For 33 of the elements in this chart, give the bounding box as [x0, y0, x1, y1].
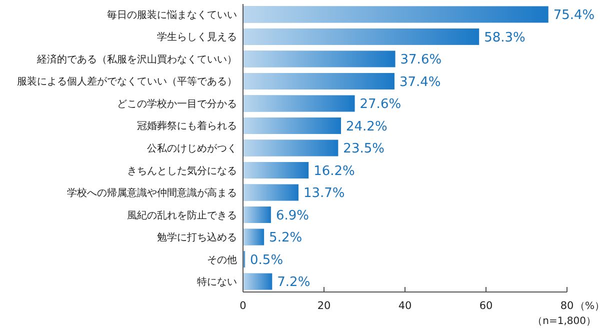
x-tick-label: 80 [560, 300, 574, 312]
data-label: 23.5% [343, 142, 384, 157]
y-tick-label: 勉学に打ち込める [157, 232, 237, 244]
data-label: 27.6% [360, 97, 402, 112]
data-label: 6.9% [276, 208, 309, 224]
x-axis-title: （%） [575, 301, 600, 312]
y-tick-label: 風紀の乱れを防止できる [127, 209, 237, 222]
data-label: 37.6% [400, 52, 442, 68]
x-tick-label: 20 [317, 300, 331, 312]
y-tick-label: 学生らしく見える [157, 31, 237, 44]
data-label: 0.5% [250, 252, 284, 268]
x-tick-label: 60 [479, 300, 493, 312]
data-label: 24.2% [346, 119, 388, 134]
y-tick-label: 毎日の服装に悩まなくていい [107, 8, 237, 21]
y-tick-label: その他 [207, 254, 237, 266]
y-tick-label: 公私のけじめがつく [147, 142, 237, 154]
data-label: 7.2% [277, 275, 310, 290]
y-tick-label: 経済的である（私服を沢山買わなくていい） [36, 53, 237, 66]
y-tick-label: 冠婚葬祭にも着られる [137, 120, 237, 132]
x-tick-label: 0 [240, 300, 246, 312]
y-tick-label: 学校への帰属意識や仲間意識が高まる [67, 187, 237, 200]
data-label: 13.7% [303, 186, 345, 202]
x-tick-label: 40 [398, 300, 412, 312]
text: （n=1,800） [532, 316, 596, 327]
y-tick-label: 服装による個人差がでなくていい（平等である） [17, 76, 237, 88]
data-label: 58.3% [484, 30, 526, 46]
data-label: 75.4% [553, 8, 595, 24]
data-label: 5.2% [269, 230, 302, 246]
y-tick-label: どこの学校か一目で分かる [117, 98, 237, 110]
data-label: 37.4% [399, 74, 441, 90]
y-tick-label: きちんとした気分になる [127, 164, 237, 177]
y-tick-label: 特にない [197, 276, 237, 288]
data-label: 16.2% [314, 164, 355, 179]
